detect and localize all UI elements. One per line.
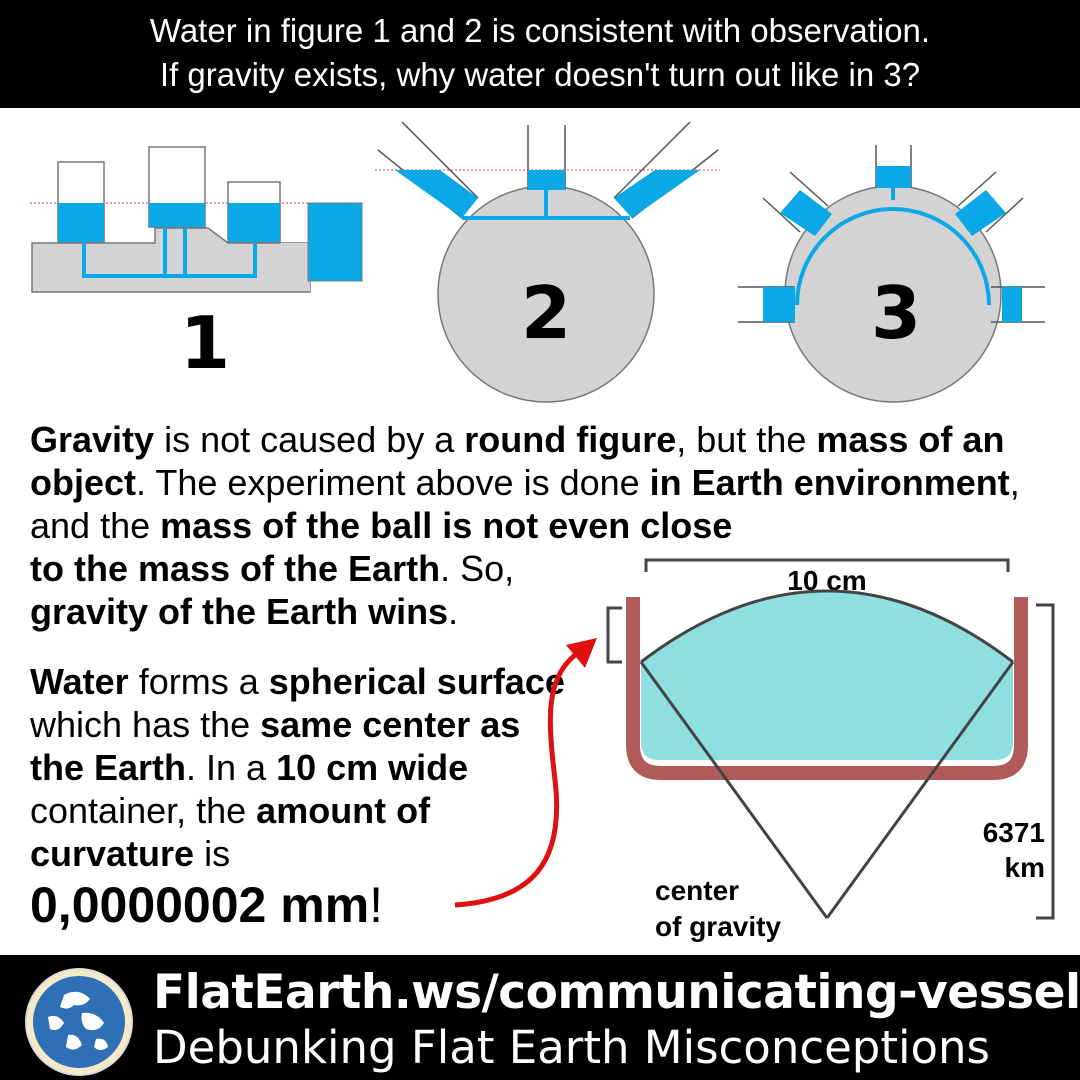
- text-bold: same center as the Earth: [30, 704, 521, 788]
- figure-1-label: 1: [180, 301, 230, 385]
- figure-2-label: 2: [521, 271, 571, 355]
- header-line-1: Water in figure 1 and 2 is consistent wi…: [149, 12, 931, 49]
- fig1-channel: [82, 222, 167, 278]
- text: . So,: [440, 548, 515, 589]
- figure-2: 2: [375, 121, 720, 403]
- text: !: [369, 877, 384, 933]
- text-bold: amount of curvature: [30, 790, 431, 874]
- curvature-bracket: [606, 606, 622, 664]
- paragraph-gravity: Gravity is not caused by a round figure,…: [30, 418, 1060, 547]
- footer-url[interactable]: FlatEarth.ws/communicating-vessels: [153, 965, 1080, 1020]
- text-bold: Water: [30, 661, 129, 702]
- fig3-water: [763, 287, 795, 322]
- radius-label-unit: km: [1005, 852, 1045, 883]
- fig1-water: [149, 203, 205, 227]
- fig3-water: [876, 166, 911, 188]
- footer: FlatEarth.ws/communicating-vessels Debun…: [0, 955, 1080, 1080]
- radius-label-value: 6371: [983, 817, 1045, 848]
- radius-line: [639, 661, 829, 919]
- curvature-value: 0,0000002 mm: [30, 877, 370, 933]
- arrow-head: [566, 638, 597, 668]
- paragraph-gravity-continued: to the mass of the Earth. So, gravity of…: [30, 547, 590, 633]
- fig2-water: [614, 170, 700, 218]
- text: , but the: [676, 419, 817, 460]
- text: forms a: [128, 661, 269, 702]
- fig2-water: [395, 170, 478, 218]
- text-bold: mass of the ball is not even close: [160, 505, 733, 546]
- fig1-water: [228, 203, 280, 242]
- fig3-water: [1002, 287, 1022, 322]
- fig3-tube-edge: [985, 197, 1024, 233]
- text: . In a: [186, 747, 277, 788]
- fig1-channel: [165, 238, 257, 278]
- text-bold: gravity of the Earth wins: [30, 591, 449, 632]
- fig1-slope: [280, 243, 310, 292]
- text: container, the: [30, 790, 257, 831]
- center-label-2: of gravity: [655, 911, 781, 942]
- text: .: [448, 591, 459, 632]
- text-bold: mass of an object: [30, 419, 1005, 503]
- footer-subtitle: Debunking Flat Earth Misconceptions: [153, 1021, 990, 1074]
- width-bracket: [644, 558, 1010, 572]
- text: is not caused by a: [154, 419, 465, 460]
- text: which has the: [30, 704, 261, 745]
- paragraph-curvature: Water forms a spherical surface which ha…: [30, 660, 570, 935]
- figure-3: 3: [738, 145, 1045, 403]
- text-bold: round figure: [464, 419, 677, 460]
- communicating-vessels-figures: 1 2: [30, 121, 1045, 403]
- text: , and the: [30, 462, 1020, 546]
- header-line-2: If gravity exists, why water doesn't tur…: [159, 56, 921, 93]
- fig3-tube-edge: [762, 197, 801, 233]
- water-surface-curve: [640, 589, 1014, 664]
- fig1-water: [58, 203, 104, 242]
- fig3-tube-edge: [957, 171, 997, 207]
- pointer-arrow: [454, 653, 577, 908]
- fig3-channel: [795, 207, 991, 306]
- text-bold: Gravity: [30, 419, 155, 460]
- fig2-tube-edge: [613, 121, 691, 199]
- figure-3-label: 3: [871, 271, 921, 355]
- center-label-1: center: [655, 875, 739, 906]
- header: Water in figure 1 and 2 is consistent wi…: [0, 0, 1080, 108]
- text: . The experiment above is done: [136, 462, 650, 503]
- container: [626, 597, 1028, 780]
- text-bold: 10 cm wide: [276, 747, 469, 788]
- text-bold: spherical surface: [268, 661, 565, 702]
- text-bold: to the mass of the Earth: [30, 548, 441, 589]
- figure-1: 1: [30, 146, 363, 385]
- container-water: [641, 591, 1013, 760]
- text-bold: in Earth environment: [649, 462, 1010, 503]
- text: is: [194, 833, 231, 874]
- radius-bracket: [1036, 603, 1055, 920]
- fig1-water: [307, 202, 363, 282]
- fig3-water: [780, 190, 832, 236]
- fig3-tube-edge: [789, 171, 829, 207]
- fig2-water: [528, 170, 565, 190]
- fig3-water: [955, 190, 1006, 236]
- flat-earth-logo-icon: [25, 968, 133, 1076]
- fig2-tube-edge: [401, 121, 479, 199]
- container-curvature-diagram: 10 cm 6371 km center of gravity: [454, 558, 1055, 942]
- radius-line: [825, 661, 1015, 919]
